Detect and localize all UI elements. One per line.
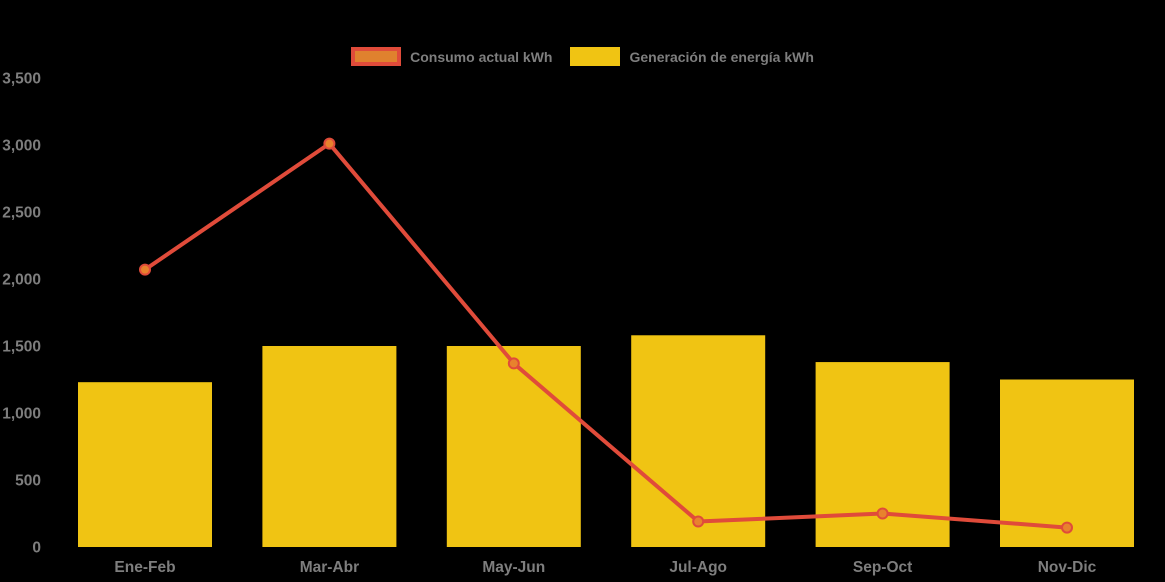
chart-legend: Consumo actual kWh Generación de energía … bbox=[0, 47, 1165, 66]
x-axis-category-label: Mar-Abr bbox=[300, 559, 359, 576]
y-axis-tick-label: 0 bbox=[32, 540, 41, 557]
bar-mar-abr[interactable] bbox=[262, 346, 397, 547]
data-point-marker-nov-dic[interactable] bbox=[1061, 521, 1073, 534]
bar-ene-feb[interactable] bbox=[78, 382, 212, 547]
y-axis-tick-label: 3,000 bbox=[2, 138, 41, 155]
x-axis-category-label: Sep-Oct bbox=[853, 559, 912, 576]
x-axis-category-label: Nov-Dic bbox=[1038, 559, 1097, 576]
y-axis-tick-label: 1,500 bbox=[2, 339, 41, 356]
x-axis-category-label: Jul-Ago bbox=[669, 559, 727, 576]
bar-jul-ago[interactable] bbox=[631, 335, 766, 547]
y-axis-tick-label: 1,000 bbox=[2, 406, 41, 423]
data-point-marker-ene-feb[interactable] bbox=[139, 263, 151, 276]
legend-label: Consumo actual kWh bbox=[410, 48, 553, 65]
data-point-marker-mar-abr[interactable] bbox=[323, 137, 336, 150]
data-point-marker-jul-ago[interactable] bbox=[692, 515, 705, 528]
consumption-line bbox=[143, 141, 1069, 530]
y-axis-tick-label: 3,500 bbox=[2, 71, 41, 88]
data-point-marker-may-jun[interactable] bbox=[507, 357, 520, 370]
y-axis-tick-label: 2,500 bbox=[2, 205, 41, 222]
legend-item-generacion[interactable]: Generación de energía kWh bbox=[570, 47, 814, 66]
x-axis-category-label: May-Jun bbox=[482, 559, 545, 576]
legend-item-consumo[interactable]: Consumo actual kWh bbox=[351, 47, 552, 66]
x-axis-category-label: Ene-Feb bbox=[114, 559, 175, 576]
legend-label: Generación de energía kWh bbox=[629, 48, 814, 65]
bar-may-jun[interactable] bbox=[446, 346, 581, 547]
legend-swatch-bar-icon bbox=[570, 47, 621, 66]
y-axis-tick-label: 500 bbox=[15, 473, 41, 490]
data-point-marker-sep-oct[interactable] bbox=[876, 507, 889, 520]
y-axis-tick-label: 2,000 bbox=[2, 272, 41, 289]
bar-nov-dic[interactable] bbox=[1000, 379, 1134, 548]
legend-swatch-line-icon bbox=[351, 47, 402, 66]
